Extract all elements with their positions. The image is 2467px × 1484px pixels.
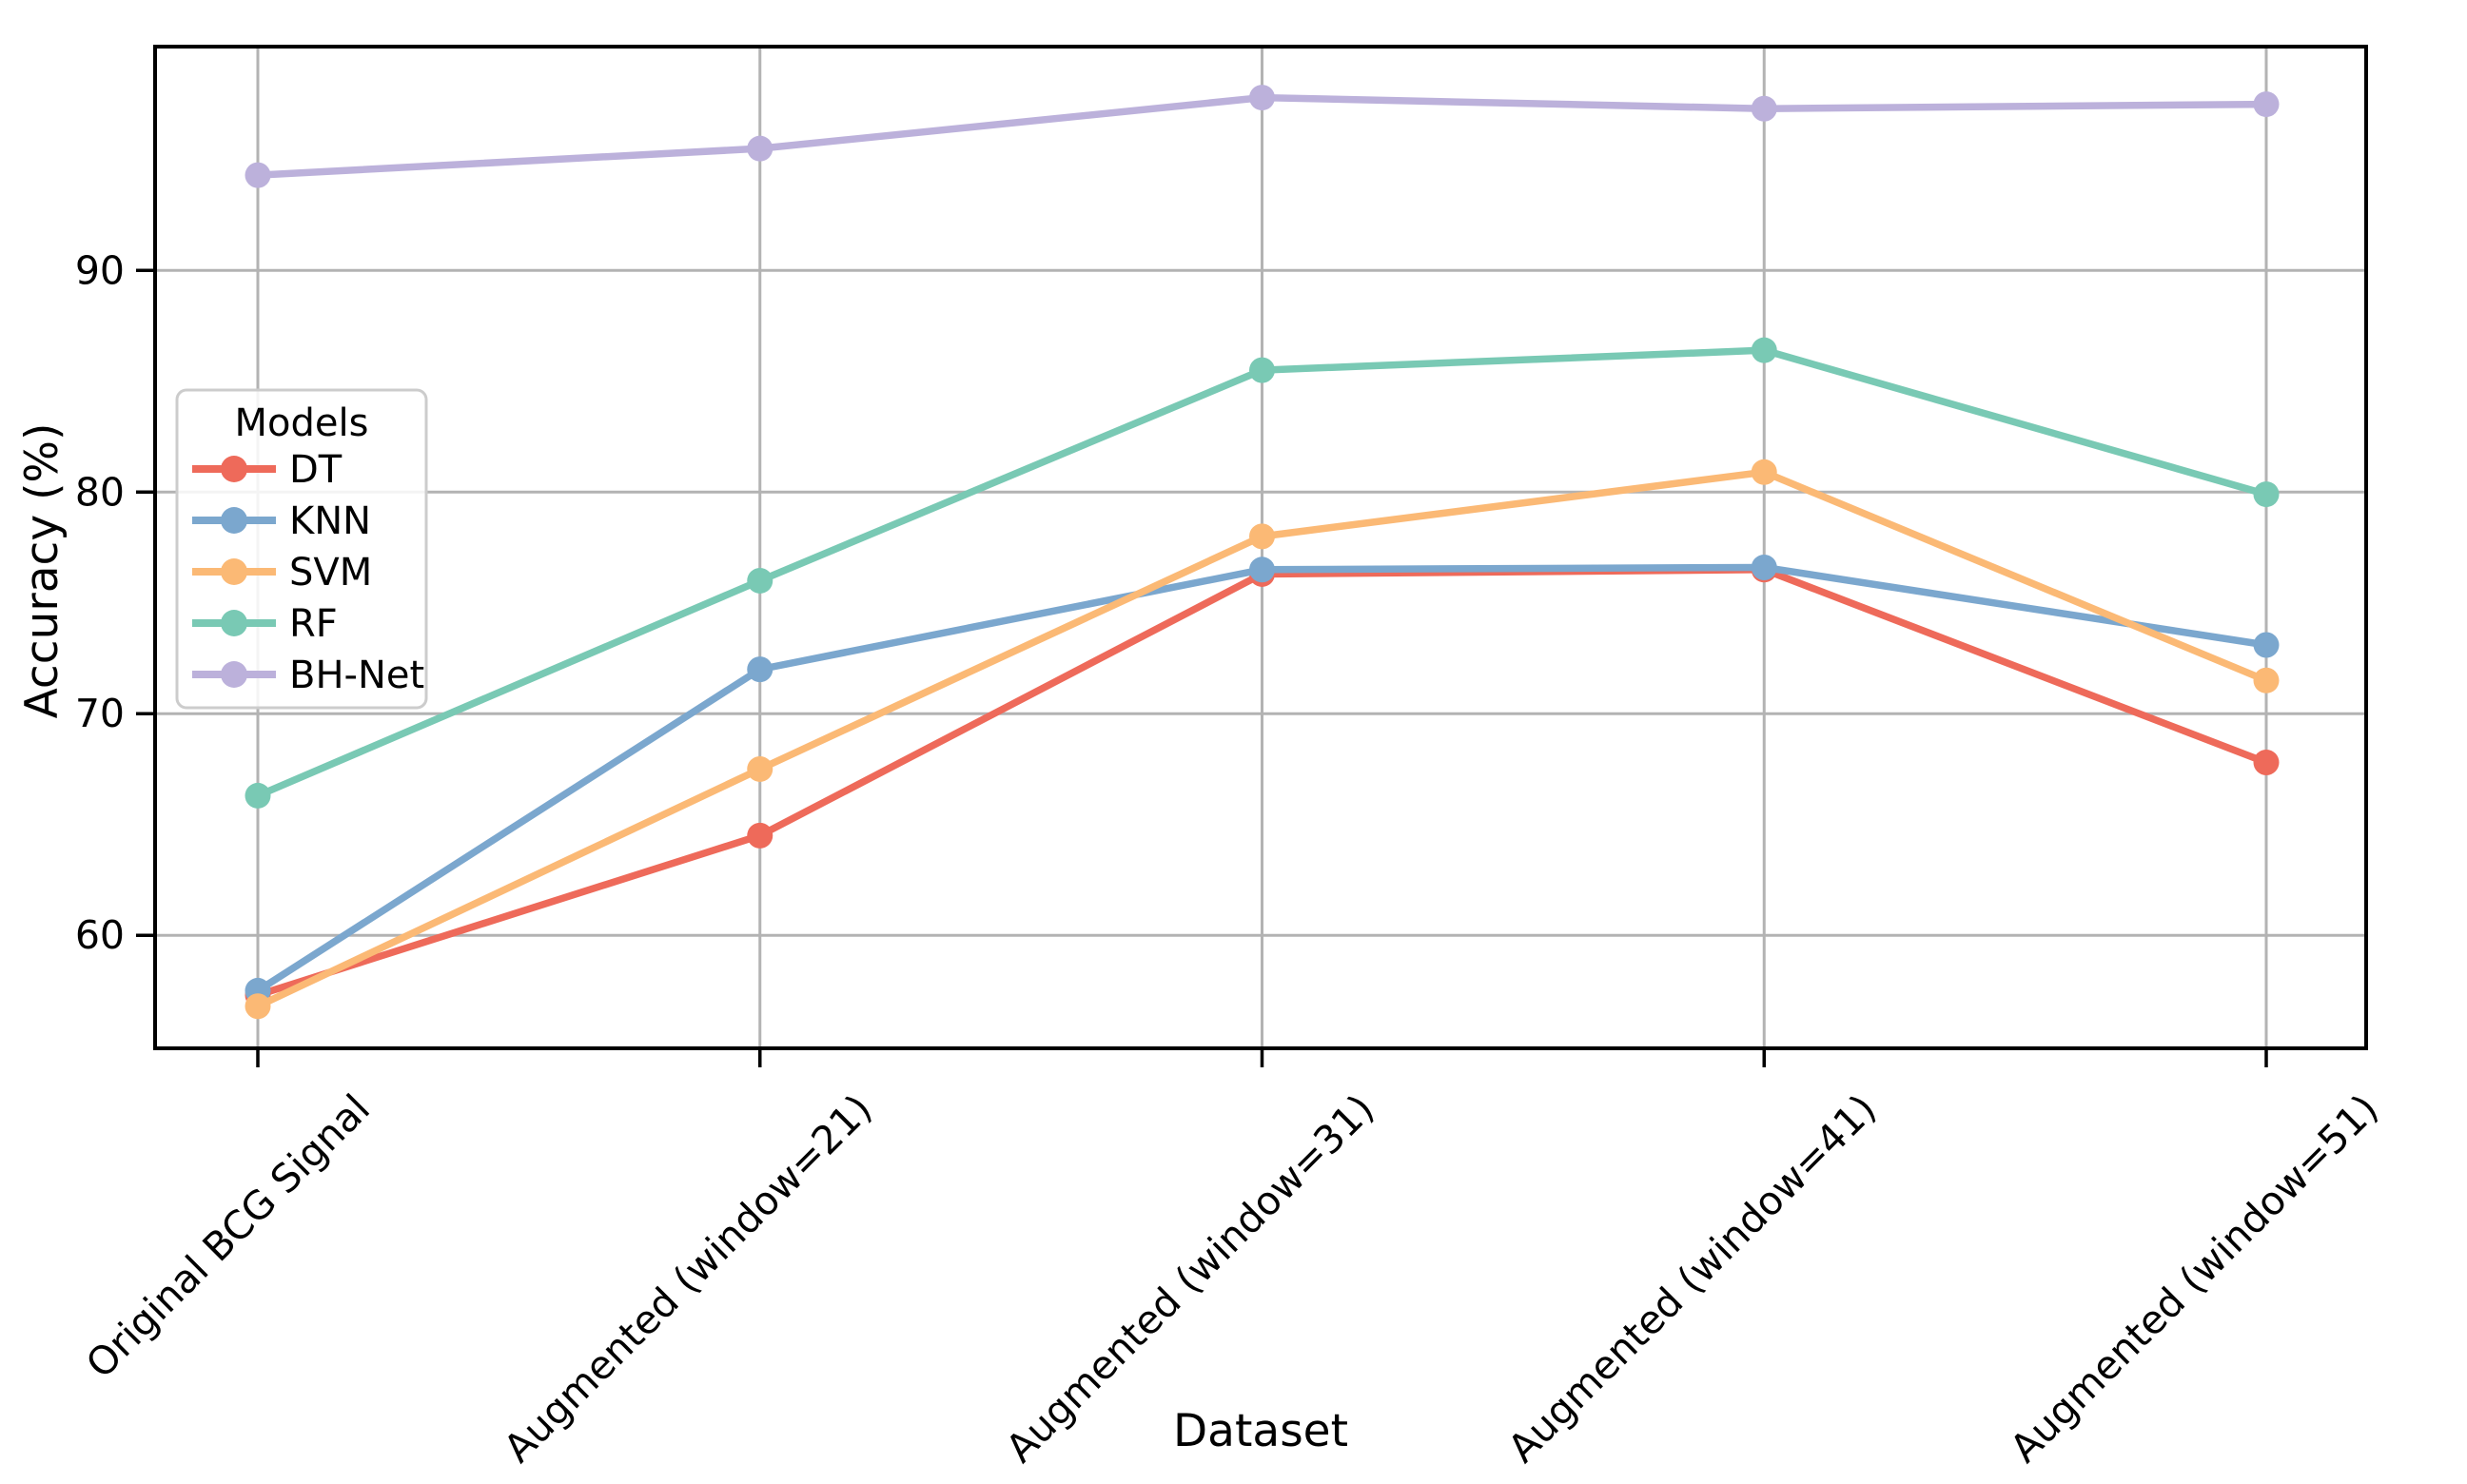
x-tick-label-1: Augmented (window=21) (495, 1085, 881, 1472)
series-marker-SVM-2 (1249, 523, 1275, 550)
series-RF (245, 337, 2280, 809)
y-axis-label: Accuracy (%) (16, 423, 69, 719)
x-tick-label-0: Original BCG Signal (77, 1085, 379, 1387)
series-marker-SVM-3 (1751, 459, 1777, 485)
series-marker-RF-3 (1751, 337, 1777, 363)
series-marker-SVM-0 (245, 993, 271, 1020)
series-marker-BH-Net-3 (1751, 95, 1777, 122)
plot-border (153, 45, 2368, 1050)
series-marker-RF-0 (245, 782, 271, 809)
series-marker-KNN-3 (1751, 554, 1777, 580)
series-KNN (245, 554, 2280, 1004)
series-marker-SVM-4 (2253, 667, 2280, 693)
series-marker-SVM-1 (747, 755, 773, 782)
legend-title: Models (235, 401, 369, 445)
series-marker-BH-Net-2 (1249, 85, 1275, 111)
series-marker-RF-2 (1249, 357, 1275, 383)
axis-ticks (136, 268, 2268, 1067)
series-marker-BH-Net-4 (2253, 91, 2280, 118)
legend-marker-SVM (221, 558, 247, 585)
legend-label-BH-Net: BH-Net (289, 654, 424, 697)
series-marker-KNN-2 (1249, 556, 1275, 583)
series-marker-RF-4 (2253, 481, 2280, 508)
y-tick-label-90: 90 (75, 247, 125, 293)
series-SVM (245, 459, 2280, 1020)
x-axis-label: Dataset (1173, 1405, 1348, 1457)
legend-marker-DT (221, 456, 247, 482)
y-tick-label-80: 80 (75, 469, 125, 515)
x-tick-label-4: Augmented (window=51) (2001, 1085, 2387, 1472)
series-marker-DT-4 (2253, 749, 2280, 775)
legend-label-RF: RF (289, 602, 338, 646)
legend-marker-KNN (221, 507, 247, 534)
legend-label-KNN: KNN (289, 499, 371, 543)
legend-marker-BH-Net (221, 661, 247, 688)
series-marker-DT-1 (747, 822, 773, 849)
legend-label-SVM: SVM (289, 551, 372, 595)
series-marker-KNN-4 (2253, 632, 2280, 658)
legend-marker-RF (221, 610, 247, 636)
x-tick-label-3: Augmented (window=41) (1499, 1085, 1886, 1472)
series-marker-KNN-1 (747, 656, 773, 683)
legend-label-DT: DT (289, 448, 343, 492)
series-marker-BH-Net-0 (245, 162, 271, 188)
series-marker-BH-Net-1 (747, 135, 773, 162)
y-tick-label-60: 60 (75, 912, 125, 958)
y-tick-label-70: 70 (75, 691, 125, 736)
series-BH-Net (245, 85, 2280, 188)
series-marker-RF-1 (747, 567, 773, 594)
